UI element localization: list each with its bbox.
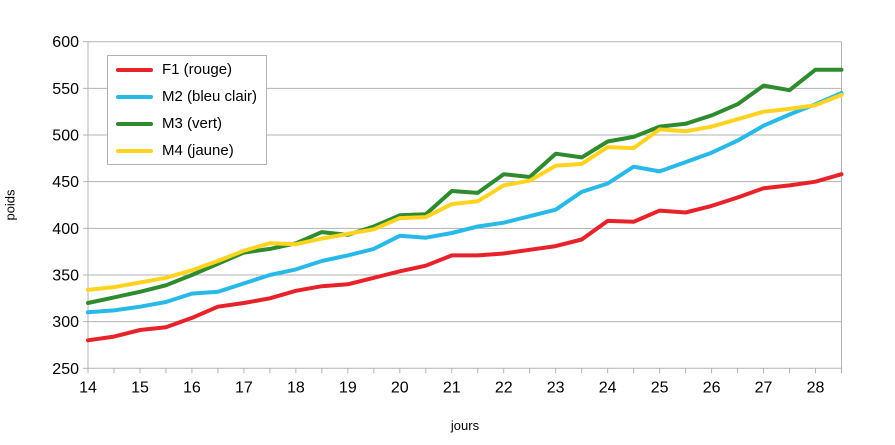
x-tick-label: 24: [599, 379, 617, 396]
legend-label: M3 (vert): [162, 115, 222, 132]
legend-line-swatch: [116, 148, 153, 153]
series-line-m4: [86, 92, 844, 292]
x-tick-label: 20: [391, 379, 409, 396]
x-tick-label: 17: [235, 379, 253, 396]
y-tick-label: 450: [52, 174, 79, 191]
series-line-m3: [86, 67, 844, 305]
y-tick-label: 600: [52, 34, 79, 51]
x-tick-label: 25: [651, 379, 669, 396]
chart-legend: F1 (rouge) M2 (bleu clair) M3 (vert) M4 (ja…: [107, 55, 267, 165]
y-tick-label: 250: [52, 361, 79, 378]
legend-line-swatch: [116, 94, 153, 99]
legend-label: M4 (jaune): [162, 142, 234, 159]
y-tick-label: 400: [52, 221, 79, 238]
y-tick-label: 350: [52, 267, 79, 284]
legend-item: F1 (rouge): [108, 59, 266, 80]
x-tick-label: 27: [755, 379, 773, 396]
x-tick-label: 23: [547, 379, 565, 396]
x-tick-label: 14: [79, 379, 97, 396]
y-axis-title: poids: [2, 189, 18, 221]
legend-item: M3 (vert): [108, 113, 266, 134]
series-line-f1: [86, 172, 844, 343]
y-tick-label: 550: [52, 81, 79, 98]
y-tick-label: 500: [52, 128, 79, 145]
legend-line-swatch: [116, 121, 153, 126]
series-line-m2: [86, 91, 844, 315]
x-tick-label: 16: [183, 379, 201, 396]
x-tick-label: 26: [703, 379, 721, 396]
x-tick-label: 21: [443, 379, 461, 396]
legend-item: M4 (jaune): [108, 140, 266, 161]
x-axis-title: jours: [450, 418, 480, 433]
x-tick-label: 18: [287, 379, 305, 396]
x-tick-label: 22: [495, 379, 513, 396]
legend-label: M2 (bleu clair): [162, 88, 258, 105]
y-axis-ticks: 250 300 350 400 450 500 550 600: [52, 34, 88, 378]
legend-line-swatch: [116, 67, 153, 72]
legend-label: F1 (rouge): [162, 61, 233, 78]
y-tick-label: 300: [52, 314, 79, 331]
x-axis-ticks: 14 15 16 17 18 19 20 21 22 23 24 25 26 27 28: [79, 368, 842, 396]
x-tick-label: 28: [807, 379, 825, 396]
x-tick-label: 19: [339, 379, 357, 396]
x-tick-label: 15: [131, 379, 149, 396]
legend-item: M2 (bleu clair): [108, 86, 266, 107]
